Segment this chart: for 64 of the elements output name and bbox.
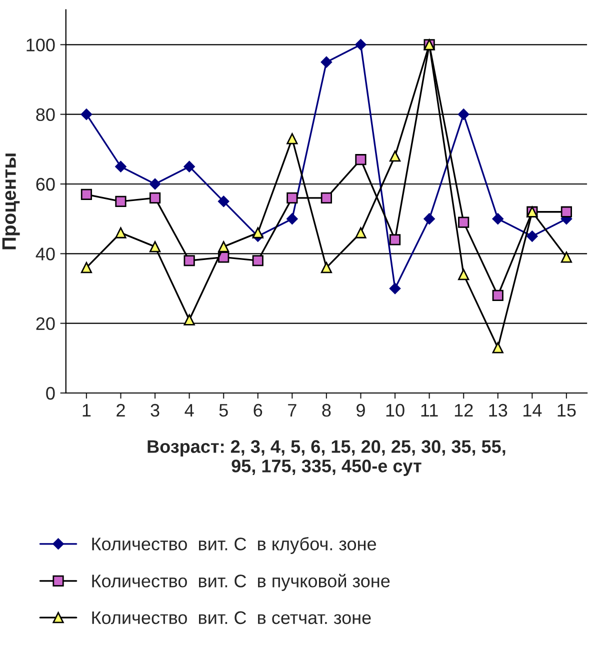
point [115,160,126,172]
point [149,192,161,204]
x-tick-label: 15 [558,404,576,417]
x-tick-label: 13 [489,404,508,417]
point [184,255,195,266]
point [115,196,126,207]
point [492,213,504,224]
x-tick-label: 7 [288,404,296,416]
point [458,108,470,120]
point [560,206,572,218]
point [184,160,195,172]
point [218,196,230,208]
point [218,241,230,252]
y-tick-label: 40 [36,248,55,260]
point [252,255,264,266]
point [320,192,332,204]
x-tick-label: 12 [454,404,473,416]
x-tick-label: 5 [219,404,228,417]
x-tick-label: 4 [184,404,194,416]
point [560,252,572,263]
point [184,314,195,326]
point [149,241,161,252]
point [320,262,332,274]
point [389,150,401,162]
x-tick-label: 1 [82,404,91,416]
x-tick-label: 6 [254,404,262,417]
x-tick-label: 3 [150,404,160,417]
x-tick-label: 8 [322,404,331,417]
x-tick-label: 14 [524,404,542,416]
y-axis-title: Проценты [2,154,20,250]
point [80,188,92,200]
point [526,230,538,242]
point [355,227,366,238]
x-tick-label: 9 [356,404,365,417]
point [80,108,92,120]
y-tick-label: 60 [36,178,55,191]
point [252,227,264,238]
legend-label: Количество вит. С в пучковой зоне [92,574,390,591]
point [286,213,298,224]
point [355,154,366,166]
y-tick-label: 100 [26,38,55,52]
x-axis-title: Возраст: 2, 3, 4, 5, 6, 15, 20, 25, 30, 35, 55, 95, 175, 335, 450-е сут [148,440,506,476]
point [492,342,504,354]
y-tick-label: 0 [46,386,55,400]
point [115,227,126,238]
legend-label: Количество вит. С в клубоч. зоне [92,536,376,554]
x-tick-label: 10 [386,404,404,417]
legend-label: Количество вит. С в сетчат. зоне [92,611,371,624]
y-tick-label: 80 [36,108,55,122]
y-tick-label: 20 [36,317,55,330]
point [80,262,92,274]
point [492,290,504,302]
point [286,192,298,204]
point [149,178,161,190]
point [389,282,401,294]
point [458,269,470,280]
point [355,39,366,50]
point [320,56,332,68]
point [424,213,435,224]
x-tick-label: 2 [116,404,125,416]
x-tick-label: 11 [421,404,438,416]
point [286,133,298,144]
point [458,216,470,228]
point [389,234,401,246]
